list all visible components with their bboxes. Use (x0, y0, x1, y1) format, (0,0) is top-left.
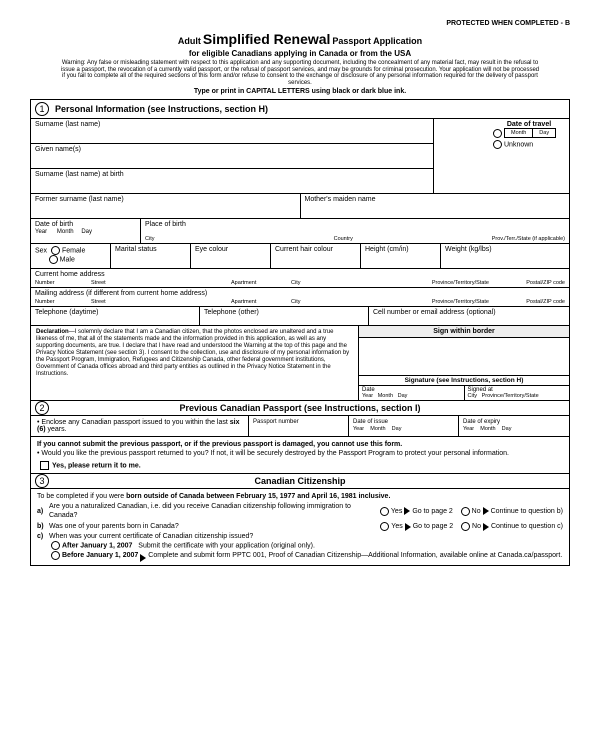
tel-other-label: Telephone (other) (204, 309, 259, 316)
passport-number-label: Passport number (253, 419, 299, 425)
weight-label: Weight (kg/lbs) (445, 246, 492, 253)
maiden-name-label: Mother's maiden name (305, 196, 376, 203)
date-expiry-label: Date of expiry (463, 419, 500, 425)
section-3-header: 3 Canadian Citizenship (31, 474, 569, 489)
sex-female-radio[interactable] (51, 246, 60, 255)
arrow-icon (404, 507, 410, 515)
surname-birth-label: Surname (last name) at birth (35, 171, 124, 178)
return-question: Would you like the previous passport ret… (41, 450, 509, 457)
question-a: Are you a naturalized Canadian, i.e. did… (49, 502, 378, 520)
cannot-submit-note: If you cannot submit the previous passpo… (37, 440, 563, 449)
given-names-label: Given name(s) (35, 146, 81, 153)
travel-date-label: Date of travel (491, 121, 567, 128)
warning-text: Warning: Any false or misleading stateme… (30, 60, 570, 86)
signature-instructions: Signature (see Instructions, section H) (359, 376, 569, 386)
surname-label: Surname (last name) (35, 121, 100, 128)
subtitle: for eligible Canadians applying in Canad… (30, 49, 570, 58)
return-yes-checkbox[interactable] (40, 461, 49, 470)
travel-unknown-radio[interactable] (493, 140, 502, 149)
arrow-icon (483, 523, 489, 531)
marital-label: Marital status (115, 246, 157, 253)
qb-yes-radio[interactable] (380, 522, 389, 531)
section-1-number: 1 (35, 102, 49, 116)
pob-label: Place of birth (145, 221, 186, 228)
arrow-icon (140, 554, 146, 562)
travel-date-radio[interactable] (493, 129, 502, 138)
former-surname-label: Former surname (last name) (35, 196, 124, 203)
cell-email-label: Cell number or email address (optional) (373, 309, 496, 316)
sex-label: Sex (35, 248, 47, 255)
question-b: Was one of your parents born in Canada? (49, 522, 378, 531)
dob-label: Date of birth (35, 221, 73, 228)
typeprint-instruction: Type or print in CAPITAL LETTERS using b… (30, 88, 570, 95)
arrow-icon (483, 507, 489, 515)
section-2-header: 2 Previous Canadian Passport (see Instru… (31, 401, 569, 416)
section-1-header: 1 Personal Information (see Instructions… (31, 100, 569, 119)
eye-label: Eye colour (195, 246, 228, 253)
qa-no-radio[interactable] (461, 507, 470, 516)
question-c: When was your current certificate of Can… (49, 533, 253, 540)
citizenship-complete-note: To be completed if you were born outside… (37, 492, 563, 501)
before-2007-radio[interactable] (51, 551, 60, 560)
photo-box (433, 119, 489, 194)
form-title: Adult Simplified Renewal Passport Applic… (30, 31, 570, 47)
date-issue-label: Date of issue (353, 419, 388, 425)
declaration-text: Declaration—I solemnly declare that I am… (31, 326, 359, 400)
home-address-label: Current home address (35, 271, 105, 278)
arrow-icon (405, 523, 411, 531)
sex-male-radio[interactable] (49, 255, 58, 264)
qb-no-radio[interactable] (461, 522, 470, 531)
protected-label: PROTECTED WHEN COMPLETED - B (30, 20, 570, 27)
signature-box[interactable] (359, 338, 569, 376)
sign-within-border: Sign within border (359, 326, 569, 338)
section-3-number: 3 (35, 474, 49, 488)
mailing-address-label: Mailing address (if different from curre… (35, 290, 207, 297)
hair-label: Current hair colour (275, 246, 333, 253)
qa-yes-radio[interactable] (380, 507, 389, 516)
height-label: Height (cm/in) (365, 246, 409, 253)
section-2-number: 2 (35, 401, 49, 415)
after-2007-radio[interactable] (51, 541, 60, 550)
tel-daytime-label: Telephone (daytime) (35, 309, 98, 316)
